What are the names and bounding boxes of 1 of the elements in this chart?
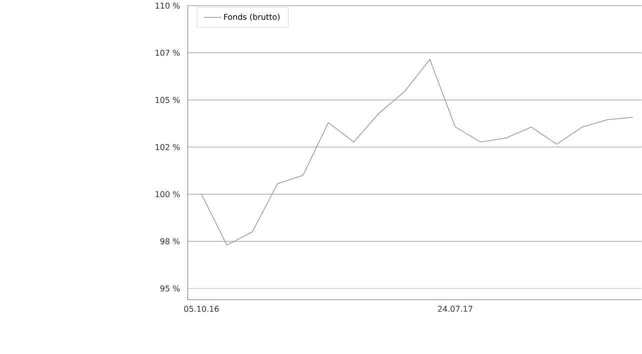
line-series	[201, 58, 634, 246]
